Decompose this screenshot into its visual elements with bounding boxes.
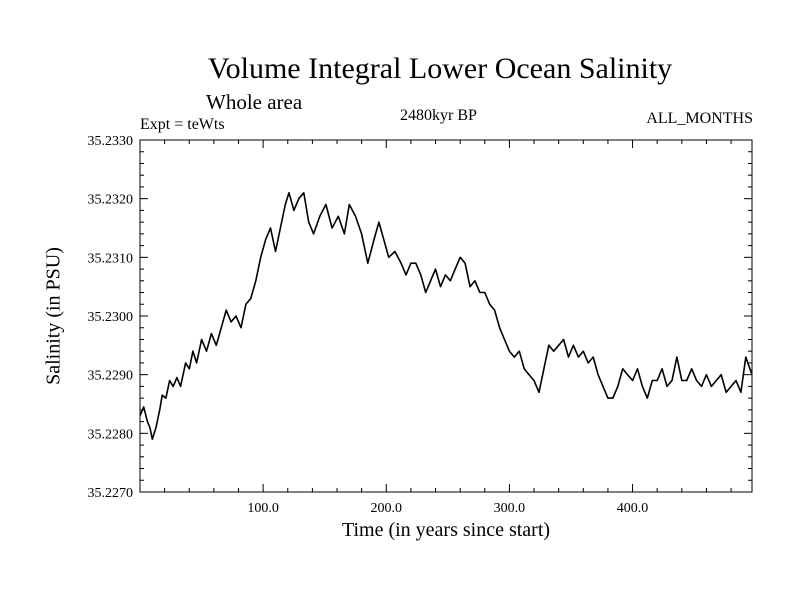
chart-title: Volume Integral Lower Ocean Salinity [207, 52, 673, 85]
x-tick-label: 200.0 [371, 501, 403, 516]
plot-frame [139, 139, 753, 493]
y-tick-label: 35.2330 [88, 134, 134, 149]
y-tick-label: 35.2270 [88, 486, 134, 501]
months-label: ALL_MONTHS [646, 110, 753, 127]
x-tick-label: 300.0 [494, 501, 526, 516]
chart-subtitle-region: Whole area [206, 90, 303, 114]
x-tick-label: 100.0 [247, 501, 279, 516]
time-period-label: 2480kyr BP [400, 107, 477, 124]
experiment-label: Expt = teWts [140, 116, 225, 133]
axis-ticks [140, 139, 752, 493]
y-tick-label: 35.2280 [88, 427, 134, 442]
y-tick-label: 35.2310 [88, 251, 134, 266]
x-axis-label: Time (in years since start) [341, 519, 551, 541]
x-tick-label: 400.0 [617, 501, 649, 516]
y-tick-label: 35.2300 [88, 310, 134, 325]
y-tick-label: 35.2320 [88, 193, 134, 208]
axis-tick-labels: 100.0 200.0 300.0 400.0 35.2270 35.2280 35.229… [88, 134, 649, 516]
y-tick-label: 35.2290 [88, 369, 134, 384]
salinity-series-line [139, 192, 753, 440]
